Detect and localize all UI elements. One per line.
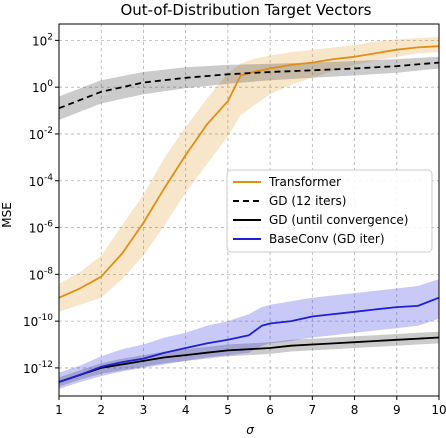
legend-label-transformer: Transformer <box>268 175 341 189</box>
x-tick-label: 4 <box>182 403 190 417</box>
x-tick-label: 3 <box>140 403 148 417</box>
x-tick-label: 10 <box>431 403 446 417</box>
y-tick-label: 10-2 <box>29 126 53 142</box>
legend-box <box>226 169 433 253</box>
x-tick-label: 8 <box>351 403 359 417</box>
series-lines <box>58 45 440 383</box>
line-baseconv-gd-iter <box>58 296 440 383</box>
band-transformer <box>59 36 439 312</box>
x-tick-label: 5 <box>224 403 232 417</box>
legend-label-gd-until-convergence: GD (until convergence) <box>269 213 408 227</box>
x-tick-label: 9 <box>393 403 401 417</box>
band-baseconv-gd-iter <box>59 279 439 389</box>
x-axis: 1 2 3 4 5 6 7 8 9 10 <box>55 396 446 417</box>
x-axis-label: σ <box>246 423 254 437</box>
x-tick-label: 7 <box>309 403 317 417</box>
y-tick-label: 10-6 <box>29 220 54 236</box>
y-tick-label: 10-10 <box>23 313 53 329</box>
y-tick-label: 10-8 <box>29 266 54 282</box>
y-axis-label: MSE <box>0 202 14 228</box>
y-tick-label: 102 <box>32 32 53 48</box>
band-gd-12-iters <box>59 56 439 120</box>
y-tick-label: 10-12 <box>23 360 53 376</box>
legend-label-gd-12-iters: GD (12 iters) <box>269 194 346 208</box>
plot-frame <box>58 23 440 397</box>
legend-label-baseconv-gd-iter: BaseConv (GD iter) <box>269 232 385 246</box>
y-axis: 102 100 10-2 10-4 10-6 10-8 10-10 10-12 <box>23 32 59 376</box>
line-gd-12-iters <box>58 61 440 110</box>
uncertainty-bands <box>59 36 439 389</box>
y-tick-label: 100 <box>32 79 53 95</box>
band-gd-until-convergence <box>59 331 439 387</box>
x-tick-label: 1 <box>55 403 63 417</box>
line-gd-until-convergence <box>58 336 440 383</box>
chart-title: Out-of-Distribution Target Vectors <box>120 1 371 19</box>
legend: Transformer GD (12 iters) GD (until conver… <box>226 169 433 253</box>
x-tick-label: 2 <box>97 403 105 417</box>
y-tick-label: 10-4 <box>29 173 54 189</box>
x-tick-label: 6 <box>266 403 274 417</box>
